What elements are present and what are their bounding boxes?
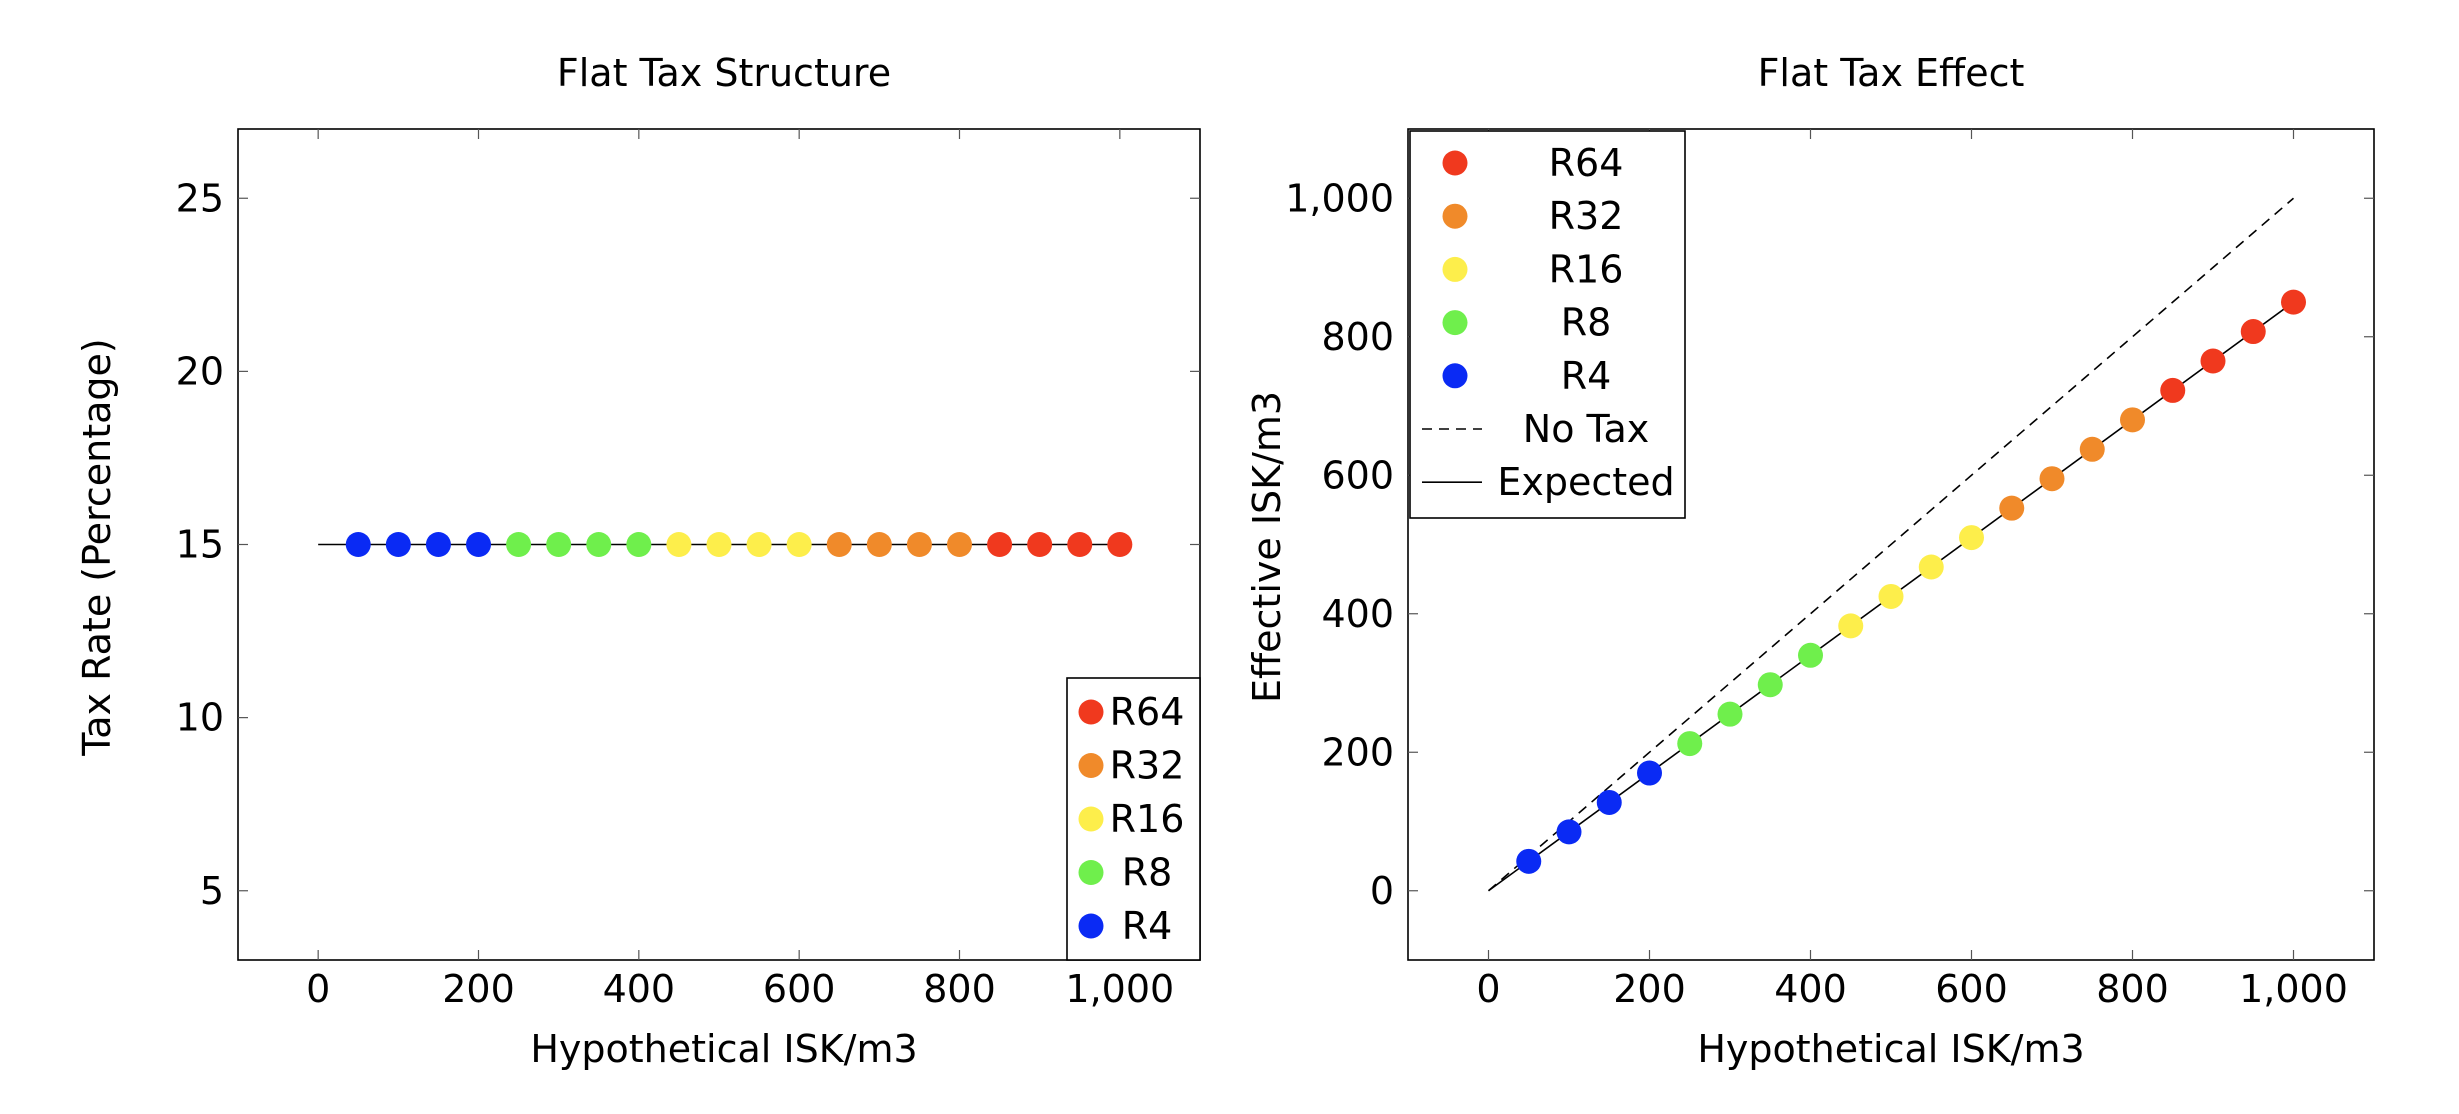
- chart-left-x-tick-label: 800: [923, 967, 996, 1011]
- chart-left-legend-label-r32: R32: [1110, 744, 1185, 788]
- chart-left-y-tick-label: 15: [176, 523, 224, 567]
- chart-left-point-r4: [466, 532, 491, 557]
- chart-left-legend-label-r64: R64: [1110, 690, 1185, 734]
- chart-left-point-r16: [746, 532, 772, 557]
- chart-left-point-r32: [906, 532, 932, 557]
- chart-right-title: Flat Tax Effect: [1758, 51, 2025, 95]
- chart-left-y-tick-label: 5: [200, 869, 224, 913]
- chart-left-legend-label-r16: R16: [1110, 797, 1185, 841]
- chart-right-y-tick-label: 600: [1321, 453, 1394, 497]
- chart-right-point-r8: [1757, 672, 1783, 698]
- chart-right-x-tick-label: 1,000: [2239, 967, 2348, 1011]
- chart-left-legend-label-r4: R4: [1122, 904, 1173, 948]
- chart-left-point-r8: [506, 532, 532, 557]
- chart-right-plot: 0 200 400 600 800 1,000 0 200 400 600 800 1,000 R64 R…: [1285, 128, 2375, 1011]
- chart-right-y-tick-label: 200: [1321, 730, 1394, 774]
- chart-left-y-tick-label: 10: [176, 696, 224, 740]
- chart-right-point-r64: [2281, 289, 2306, 315]
- chart-right-point-r64: [2160, 377, 2186, 403]
- chart-right-point-r64: [2200, 348, 2226, 374]
- chart-right-legend-label-r32: R32: [1549, 194, 1624, 238]
- chart-right-point-r16: [1918, 554, 1944, 580]
- chart-left-point-r16: [666, 532, 692, 557]
- chart-left-point-r8: [586, 532, 612, 557]
- chart-right-no-tax-line: [1487, 197, 2295, 892]
- chart-right-point-r8: [1677, 731, 1703, 757]
- chart-right-point-r32: [1999, 495, 2025, 521]
- chart-right-x-tick-label: 800: [2096, 967, 2169, 1011]
- chart-right-legend-marker-r8: [1442, 310, 1468, 336]
- chart-right-point-r32: [2120, 407, 2145, 433]
- chart-right-legend-marker-r32: [1442, 203, 1468, 229]
- chart-right-legend-marker-r16: [1442, 256, 1468, 282]
- chart-left-legend-label-r8: R8: [1122, 851, 1173, 895]
- chart-left-legend-marker-r16: [1078, 806, 1104, 832]
- chart-right-point-r64: [2240, 319, 2266, 345]
- chart-left-x-tick-label: 1,000: [1065, 967, 1174, 1011]
- chart-right-legend-label-no-tax: No Tax: [1523, 407, 1649, 451]
- chart-left-legend-marker-r64: [1078, 699, 1104, 725]
- chart-right-x-tick-label: 0: [1476, 967, 1500, 1011]
- chart-left-point-r4: [385, 532, 411, 557]
- chart-right-point-r4: [1556, 819, 1582, 845]
- chart-left-legend-marker-r8: [1078, 860, 1104, 885]
- chart-left-plot: 0 200 400 600 800 1,000 5 10 15 20 25 R64 R32 R16 R8 R4: [176, 128, 1201, 1011]
- chart-right: Flat Tax Effect 0 200 400 600 800 1,000 0 200 40…: [1245, 51, 2375, 1071]
- chart-right-legend-label-expected: Expected: [1497, 460, 1674, 504]
- chart-right-legend-marker-r4: [1442, 363, 1468, 389]
- chart-right-y-tick-label: 1,000: [1285, 176, 1394, 220]
- chart-left-y-label: Tax Rate (Percentage): [75, 338, 119, 756]
- chart-left-title: Flat Tax Structure: [557, 51, 891, 95]
- chart-right-point-r16: [1959, 525, 1984, 551]
- chart-left-point-r32: [826, 532, 852, 557]
- chart-left-y-tick-label: 20: [176, 349, 224, 393]
- chart-left-point-r64: [987, 532, 1013, 557]
- chart-left-point-r32: [947, 532, 972, 557]
- chart-left-legend-marker-r4: [1078, 913, 1104, 939]
- chart-right-y-tick-label: 400: [1321, 592, 1394, 636]
- chart-left-point-r8: [546, 532, 572, 557]
- chart-right-plot-frame: [1407, 128, 2375, 961]
- chart-right-point-r32: [2079, 436, 2105, 462]
- chart-left-point-r8: [626, 532, 652, 557]
- chart-right-point-r4: [1596, 789, 1622, 815]
- chart-left-legend-marker-r32: [1078, 753, 1104, 778]
- chart-left-x-tick-label: 600: [763, 967, 836, 1011]
- chart-left-y-tick-label: 25: [176, 176, 224, 220]
- chart-right-point-r8: [1717, 701, 1743, 727]
- chart-right-x-tick-label: 400: [1774, 967, 1847, 1011]
- chart-left-x-tick-label: 400: [603, 967, 676, 1011]
- chart-right-point-r16: [1838, 613, 1864, 639]
- chart-left-point-r4: [345, 532, 371, 557]
- chart-left-point-r4: [425, 532, 451, 557]
- chart-left-point-r32: [866, 532, 892, 557]
- chart-right-x-tick-label: 600: [1935, 967, 2008, 1011]
- chart-right-x-label: Hypothetical ISK/m3: [1697, 1027, 2084, 1071]
- chart-right-point-r16: [1878, 583, 1904, 609]
- chart-right-legend-label-r8: R8: [1561, 301, 1612, 345]
- chart-left-point-r16: [706, 532, 732, 557]
- chart-left-point-r64: [1107, 532, 1133, 557]
- chart-left-point-r16: [786, 532, 812, 557]
- chart-right-legend-label-r16: R16: [1549, 247, 1624, 291]
- chart-left-point-r64: [1027, 532, 1053, 557]
- chart-right-legend-marker-r64: [1442, 150, 1468, 176]
- chart-right-point-r4: [1637, 760, 1662, 786]
- chart-right-y-label: Effective ISK/m3: [1245, 391, 1289, 703]
- chart-right-point-r8: [1798, 642, 1823, 668]
- chart-left-x-tick-label: 0: [306, 967, 330, 1011]
- chart-right-y-tick-label: 800: [1321, 315, 1394, 359]
- chart-left: Flat Tax Structure 0 200 400 600 800 1,000 5 10…: [75, 51, 1201, 1071]
- chart-right-point-r32: [2039, 466, 2065, 492]
- chart-right-legend-label-r4: R4: [1561, 354, 1612, 398]
- chart-right-x-tick-label: 200: [1613, 967, 1686, 1011]
- chart-left-x-label: Hypothetical ISK/m3: [530, 1027, 917, 1071]
- chart-right-y-tick-label: 0: [1370, 869, 1394, 913]
- chart-left-x-tick-label: 200: [442, 967, 515, 1011]
- chart-right-legend-label-r64: R64: [1549, 141, 1624, 185]
- chart-right-point-r4: [1516, 848, 1542, 874]
- chart-left-point-r64: [1067, 532, 1093, 557]
